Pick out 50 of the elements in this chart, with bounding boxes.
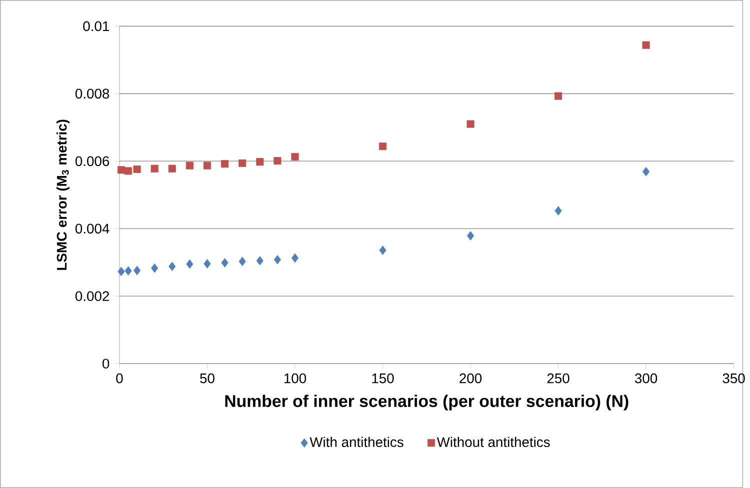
point xyxy=(291,152,299,161)
x-tick-label: 50 xyxy=(200,373,214,384)
point xyxy=(256,158,264,166)
y-tick-label: 0.002 xyxy=(75,291,109,302)
point xyxy=(204,259,211,268)
x-axis-title: Number of inner scenarios (per outer scenario) (N) xyxy=(225,394,628,410)
point xyxy=(221,160,229,168)
point xyxy=(256,256,264,266)
y-tick-label: 0.006 xyxy=(75,156,110,166)
point xyxy=(203,162,212,170)
x-tick-label: 100 xyxy=(284,373,306,384)
legend-label: With antithetics xyxy=(310,436,404,448)
point xyxy=(133,165,141,173)
point xyxy=(151,263,158,273)
point xyxy=(466,120,474,128)
x-tick-label: 150 xyxy=(372,373,394,384)
point xyxy=(238,159,246,167)
y-tick-label: 0 xyxy=(102,358,110,369)
point xyxy=(124,266,132,276)
point xyxy=(168,164,176,172)
point xyxy=(554,206,562,216)
point xyxy=(150,164,158,172)
x-tick-label: 300 xyxy=(634,373,658,384)
point xyxy=(642,41,650,49)
point xyxy=(466,231,474,240)
y-tick-label: 0.008 xyxy=(75,88,110,99)
point xyxy=(291,253,299,263)
point xyxy=(274,157,282,165)
point xyxy=(168,262,176,272)
point xyxy=(118,266,125,276)
point xyxy=(379,246,386,255)
point xyxy=(274,254,281,264)
y-tick-label: 0.01 xyxy=(83,21,110,32)
point xyxy=(221,258,228,268)
point xyxy=(378,142,387,150)
y-tick-label: 0.004 xyxy=(75,224,110,234)
point xyxy=(642,166,650,176)
point xyxy=(554,92,562,100)
point xyxy=(124,167,132,175)
point xyxy=(186,259,194,269)
x-tick-label: 250 xyxy=(547,373,570,384)
point xyxy=(186,162,194,170)
point xyxy=(238,256,246,266)
point xyxy=(133,266,141,276)
legend-label: Without antithetics xyxy=(436,436,550,448)
x-tick-label: 350 xyxy=(722,373,745,384)
y-axis-title: LSMC error (M$_{3}$ metric) xyxy=(56,120,70,270)
x-tick-label: 0 xyxy=(116,373,123,384)
point xyxy=(117,166,126,174)
x-tick-label: 200 xyxy=(460,373,482,384)
